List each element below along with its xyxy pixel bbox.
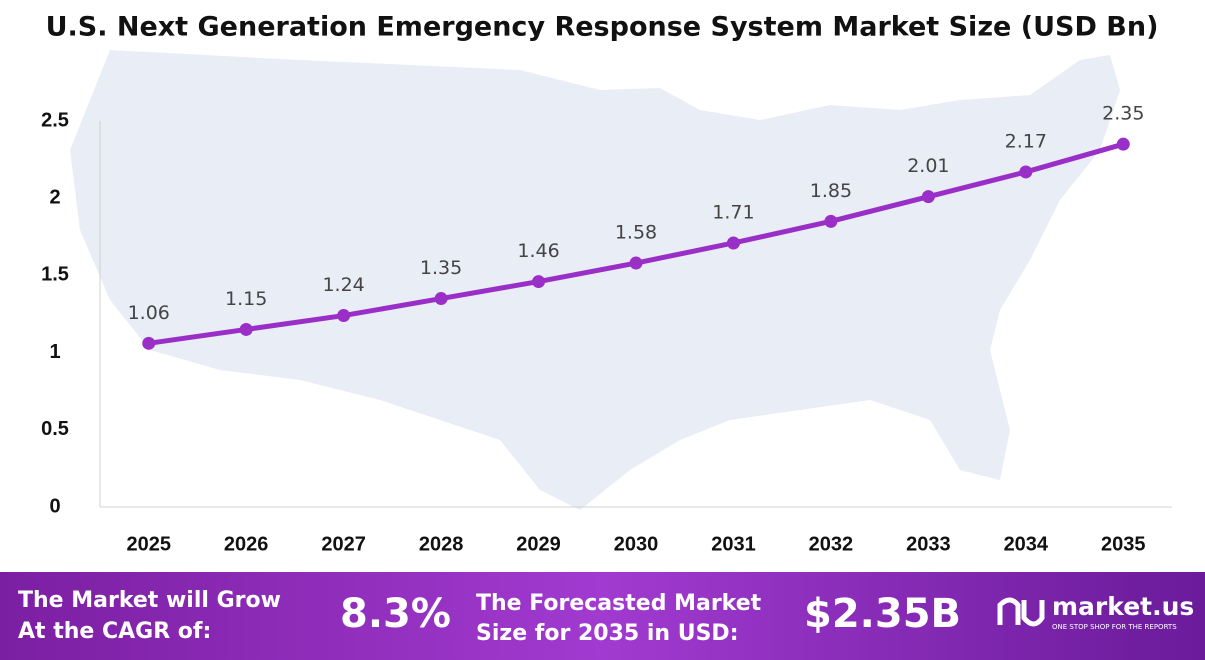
value-label: 1.71 xyxy=(712,201,754,223)
marker xyxy=(1116,137,1130,151)
y-tick-label: 1.5 xyxy=(41,264,69,286)
value-label: 1.85 xyxy=(810,180,852,202)
x-tick-label: 2030 xyxy=(614,533,659,555)
brand-logo xyxy=(997,597,1045,627)
forecast-value: $2.35B xyxy=(804,591,961,637)
marker xyxy=(1019,165,1033,179)
value-label: 1.58 xyxy=(615,222,657,244)
marker xyxy=(921,190,935,204)
banner-text: Size for 2035 in USD: xyxy=(476,621,739,646)
x-tick-label: 2032 xyxy=(809,533,854,555)
x-tick-label: 2031 xyxy=(711,533,756,555)
map-silhouette xyxy=(70,50,1120,510)
y-tick-label: 2 xyxy=(49,186,60,208)
value-label: 1.06 xyxy=(128,302,170,324)
banner xyxy=(0,572,1205,660)
x-tick-label: 2033 xyxy=(906,533,951,555)
x-tick-label: 2025 xyxy=(126,533,171,555)
marker xyxy=(142,336,156,350)
marker xyxy=(434,292,448,306)
value-label: 1.15 xyxy=(225,288,267,310)
marker xyxy=(239,322,253,336)
value-label: 1.46 xyxy=(517,240,559,262)
value-label: 2.35 xyxy=(1102,103,1144,125)
y-tick-label: 1 xyxy=(49,341,60,363)
chart-title: U.S. Next Generation Emergency Response … xyxy=(46,12,1159,43)
x-tick-label: 2034 xyxy=(1004,533,1049,555)
value-label: 1.24 xyxy=(322,274,364,296)
marker xyxy=(824,214,838,228)
banner-text: The Market will Grow xyxy=(18,588,281,613)
banner-text: The Forecasted Market xyxy=(476,591,762,616)
x-tick-label: 2027 xyxy=(321,533,366,555)
plot: 0 0.5 1 1.5 2 2.5 2025 2026 2027 2028 2029 2030 2031… xyxy=(41,103,1145,556)
value-label: 2.01 xyxy=(907,155,949,177)
y-tick-label: 0 xyxy=(49,495,60,517)
marker xyxy=(726,236,740,250)
cagr-value: 8.3% xyxy=(340,591,451,637)
x-tick-label: 2028 xyxy=(419,533,464,555)
banner-text: At the CAGR of: xyxy=(18,619,211,644)
marker xyxy=(629,256,643,270)
x-tick-label: 2026 xyxy=(224,533,269,555)
tagline: ONE STOP SHOP FOR THE REPORTS xyxy=(1052,623,1177,631)
brand: market.us xyxy=(1052,592,1194,621)
x-tick-label: 2029 xyxy=(516,533,561,555)
y-tick-label: 0.5 xyxy=(41,418,69,440)
marker xyxy=(337,309,351,323)
y-tick-label: 2.5 xyxy=(41,109,69,131)
value-label: 1.35 xyxy=(420,257,462,279)
x-tick-label: 2035 xyxy=(1101,533,1146,555)
marker xyxy=(532,275,546,289)
value-label: 2.17 xyxy=(1005,130,1047,152)
